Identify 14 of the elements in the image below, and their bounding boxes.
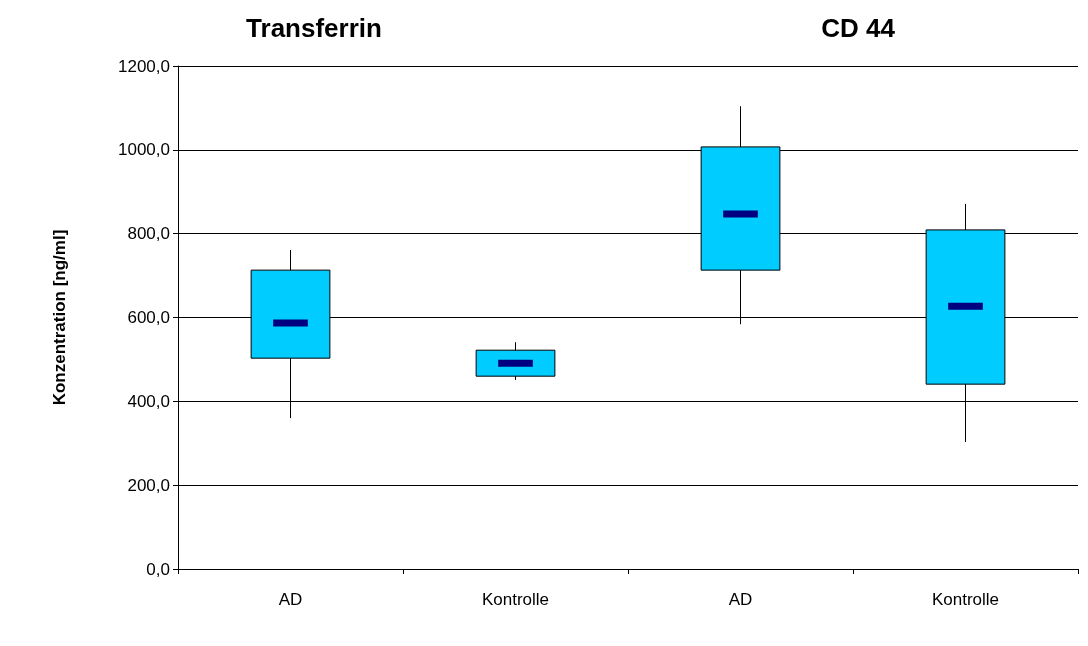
x-tick-label: Kontrolle [481,590,550,609]
chart-title: CD 44 [821,13,896,43]
y-tick-label: 400,0 [127,391,170,411]
y-tick-label: 600,0 [127,308,170,327]
y-tick-label: 200,0 [127,475,170,495]
x-tick-label: AD [728,590,753,609]
y-tick-label: 1200,0 [118,56,170,76]
chart-title: Transferrin [246,13,382,43]
y-axis-title: Konzentration [ng/ml] [50,229,69,406]
y-tick-label: 0,0 [146,559,170,579]
y-tick-label: 800,0 [127,224,170,244]
x-tick-label: AD [278,590,303,609]
x-tick-label: Kontrolle [931,590,1000,609]
y-tick-label: 1000,0 [118,140,170,160]
